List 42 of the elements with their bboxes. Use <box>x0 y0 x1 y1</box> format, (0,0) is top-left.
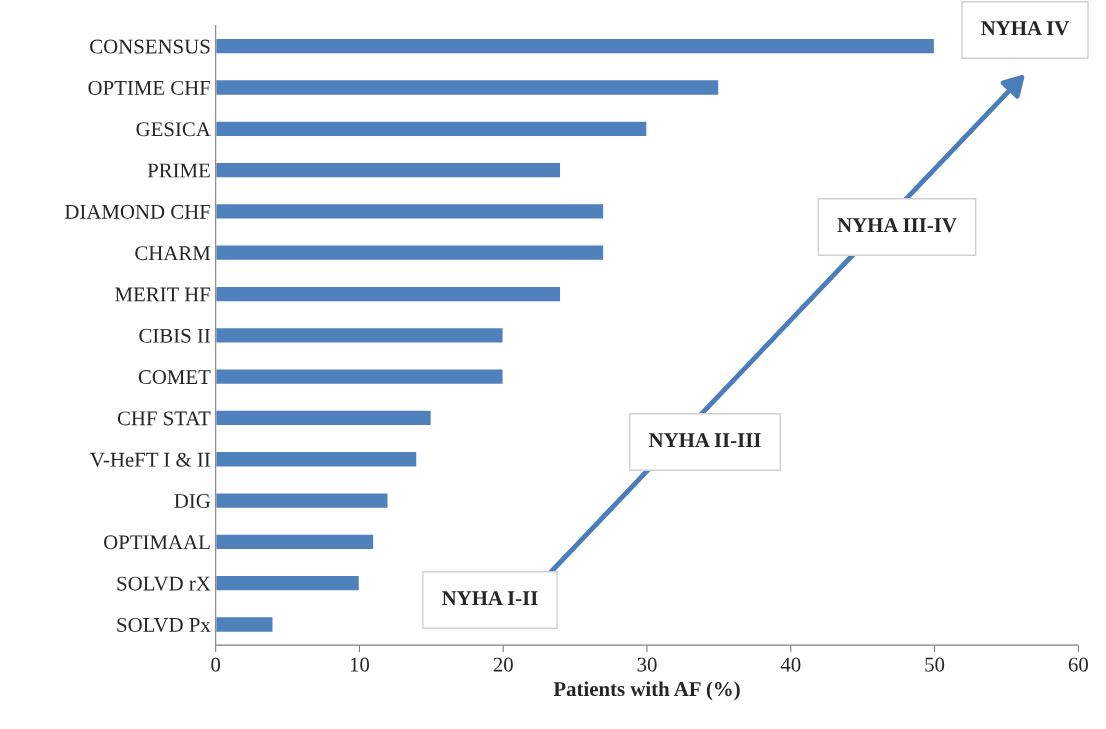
bar <box>215 285 562 303</box>
bar <box>215 202 605 220</box>
x-tick-label: 20 <box>493 657 513 672</box>
y-tick-label: OPTIMAAL <box>104 535 210 550</box>
y-tick-label: SOLVD rX <box>117 576 211 591</box>
bar <box>215 244 605 262</box>
y-tick-label: PRIME <box>147 163 210 178</box>
bar <box>215 326 504 344</box>
y-tick-label: CONSENSUS <box>90 39 210 54</box>
annotation: NYHA I-II <box>442 591 538 606</box>
bar <box>215 533 375 551</box>
bar <box>215 368 504 386</box>
bar <box>215 37 936 55</box>
y-tick-label: SOLVD Px <box>117 617 211 633</box>
y-tick-label: MERIT HF <box>115 287 211 302</box>
y-tick-label: V-HeFT I & II <box>90 452 211 467</box>
bar <box>215 615 274 634</box>
x-tick-label: 50 <box>925 657 945 672</box>
x-tick-label: 30 <box>637 657 657 672</box>
bar <box>215 78 720 97</box>
bar <box>215 161 562 179</box>
y-tick-label: CHARM <box>135 246 211 261</box>
bar <box>215 450 418 468</box>
bar <box>215 409 433 427</box>
y-tick-label: DIAMOND CHF <box>64 204 211 219</box>
x-axis-title: Patients with AF (%) <box>553 681 740 701</box>
y-tick-label: CHF STAT <box>117 411 211 426</box>
y-tick-label: GESICA <box>136 122 211 137</box>
y-tick-label: DIG <box>174 494 211 509</box>
annotation: NYHA III-IV <box>837 218 957 233</box>
bar <box>215 492 389 510</box>
x-tick-label: 60 <box>1068 657 1088 672</box>
annotation: NYHA II-III <box>648 433 761 448</box>
y-tick-label: COMET <box>138 370 211 385</box>
annotation: NYHA IV <box>981 21 1070 36</box>
x-tick-label: 40 <box>780 657 801 672</box>
bar <box>215 574 361 592</box>
bar <box>215 120 648 138</box>
y-tick-label: OPTIME CHF <box>88 80 211 95</box>
x-tick-label: 0 <box>211 657 221 672</box>
x-tick-label: 10 <box>350 657 370 672</box>
y-tick-label: CIBIS II <box>139 328 211 343</box>
